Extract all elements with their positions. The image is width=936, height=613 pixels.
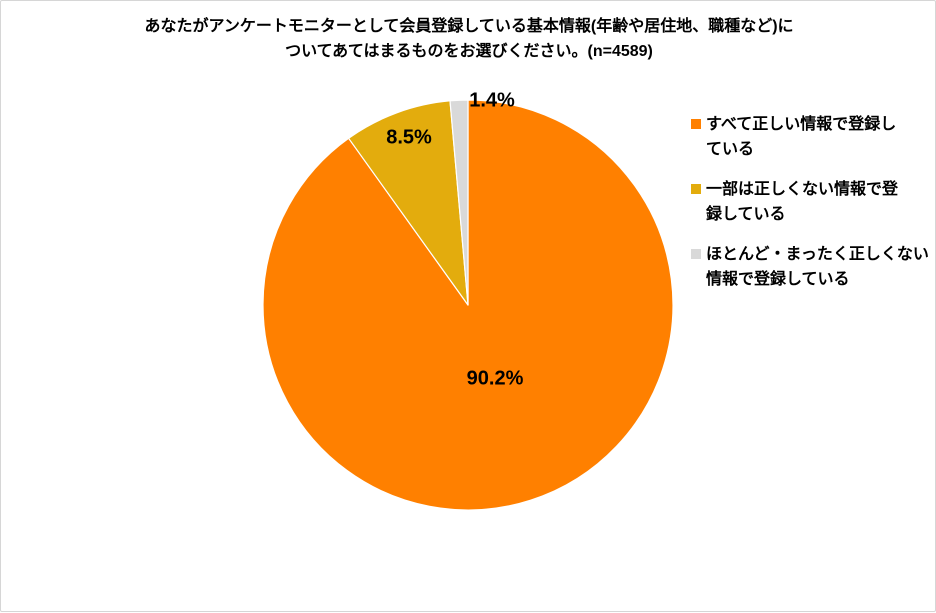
data-label-slice-2: 8.5%: [386, 126, 432, 149]
data-label-slice-3: 1.4%: [469, 89, 515, 112]
legend-label-mostly-incorrect: ほとんど・まったく正しくない 情報で登録している: [706, 246, 929, 288]
legend-label-all-correct: すべて正しい情報で登録し ている: [706, 116, 897, 158]
chart-title: あなたがアンケートモニターとして会員登録している基本情報(年齢や居住地、職種など…: [1, 14, 936, 64]
legend-item-all-correct: すべて正しい情報で登録し ている: [691, 112, 929, 162]
legend: すべて正しい情報で登録し ている 一部は正しくない情報で登 録している ほとんど…: [691, 112, 929, 307]
data-label-slice-1: 90.2%: [466, 367, 524, 390]
legend-item-partially-incorrect: 一部は正しくない情報で登 録している: [691, 177, 929, 227]
pie-slice-2: [348, 100, 469, 306]
legend-label-partially-incorrect: 一部は正しくない情報で登 録している: [706, 181, 899, 223]
chart-title-line2: ついてあてはまるものをお選びください。(n=4589): [285, 43, 653, 60]
legend-marker-orange-icon: [691, 119, 701, 129]
chart-title-line1: あなたがアンケートモニターとして会員登録している基本情報(年齢や居住地、職種など…: [144, 18, 794, 35]
legend-marker-gold-icon: [691, 184, 701, 194]
legend-marker-gray-icon: [691, 249, 701, 259]
legend-item-mostly-incorrect: ほとんど・まったく正しくない 情報で登録している: [691, 242, 929, 292]
pie-slice-3: [449, 99, 469, 306]
